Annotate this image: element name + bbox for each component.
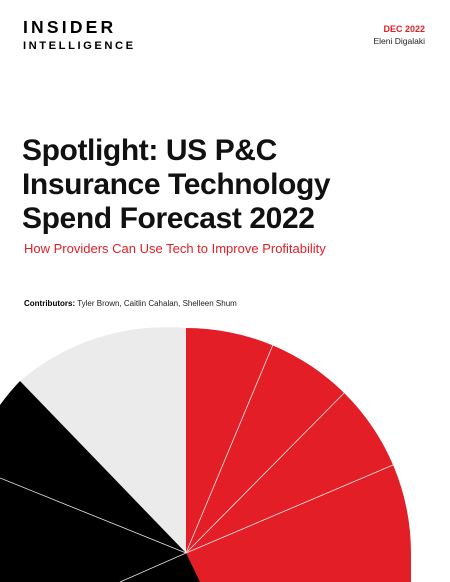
report-title-line-1: Spotlight: US P&C xyxy=(22,134,277,167)
contributors-label: Contributors: xyxy=(24,299,76,308)
contributors-line: Contributors: Tyler Brown, Caitlin Cahal… xyxy=(24,299,237,309)
pie-black-sector xyxy=(0,381,200,582)
report-meta: DEC 2022 Eleni Digalaki xyxy=(374,24,426,47)
pie-divider-1 xyxy=(185,334,278,554)
logo-wordmark-top: INSIDER xyxy=(23,17,117,37)
pie-divider-4 xyxy=(0,477,187,554)
contributors-names: Tyler Brown, Caitlin Cahalan, Shelleen S… xyxy=(77,299,237,308)
pie-divider-2 xyxy=(185,384,353,554)
report-date: DEC 2022 xyxy=(383,24,425,34)
report-title: Spotlight: US P&C Insurance Technology S… xyxy=(22,134,422,236)
pie-red-sector xyxy=(186,328,411,582)
logo-wordmark-bottom: INTELLIGENCE xyxy=(23,40,136,52)
pie-divider-3 xyxy=(185,461,401,554)
pie-gray-sector xyxy=(20,327,186,553)
pie-divider-lines xyxy=(0,334,401,582)
report-title-line-3: Spend Forecast 2022 xyxy=(22,202,315,235)
report-title-line-2: Insurance Technology xyxy=(22,168,331,201)
report-subtitle: How Providers Can Use Tech to Improve Pr… xyxy=(24,241,326,256)
insider-intelligence-logo: INSIDER INTELLIGENCE xyxy=(23,18,136,53)
pie-divider-5 xyxy=(119,552,187,582)
report-author: Eleni Digalaki xyxy=(373,36,426,46)
